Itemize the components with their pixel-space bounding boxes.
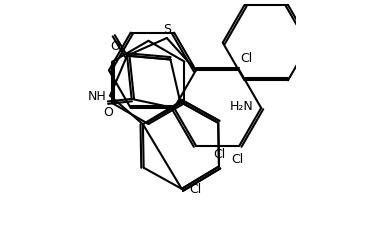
Text: Cl: Cl xyxy=(231,153,244,165)
Text: NH: NH xyxy=(88,90,107,103)
Text: Cl: Cl xyxy=(240,52,252,65)
Text: O: O xyxy=(110,39,120,52)
Text: Cl: Cl xyxy=(190,182,202,196)
Text: Cl: Cl xyxy=(213,147,225,160)
Text: O: O xyxy=(103,106,113,118)
Text: H₂N: H₂N xyxy=(230,100,254,113)
Text: S: S xyxy=(163,23,171,36)
